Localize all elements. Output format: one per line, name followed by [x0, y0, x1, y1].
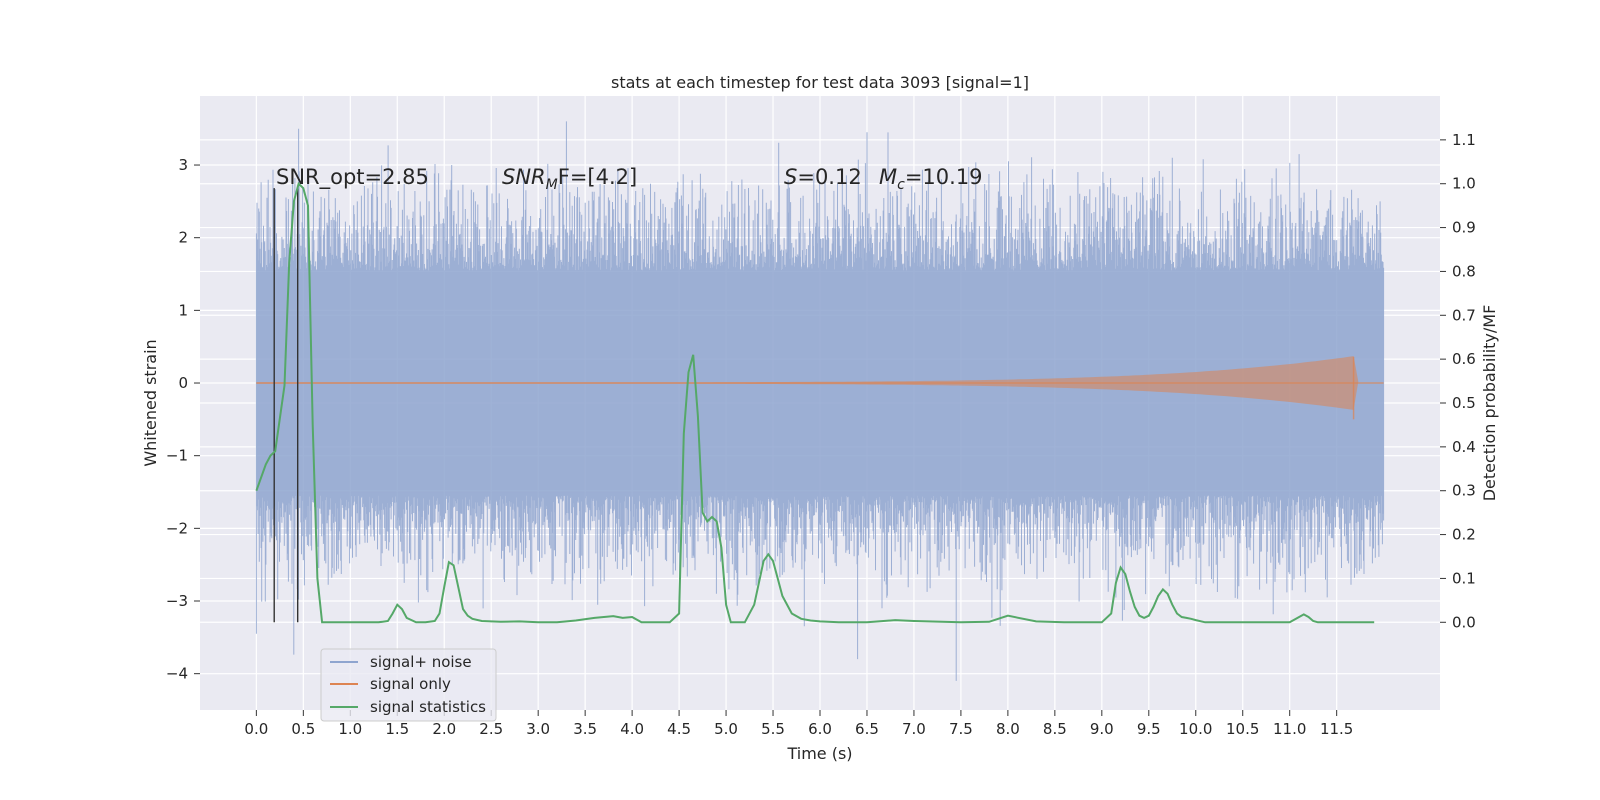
y2-tick-label: 0.7: [1452, 306, 1476, 324]
y-tick-label: −4: [166, 665, 188, 683]
s-value: =0.12: [797, 165, 861, 189]
x-tick-label: 6.5: [855, 720, 879, 738]
y2-tick-label: 0.3: [1452, 482, 1476, 500]
legend-box: [320, 648, 497, 722]
y-tick-label: −1: [166, 447, 188, 465]
x-tick-label: 8.0: [996, 720, 1020, 738]
y2-tick-label: 0.8: [1452, 262, 1476, 280]
y-axis-label: Whitened strain: [141, 339, 160, 466]
x-tick-label: 4.0: [620, 720, 644, 738]
y2-tick-label: 0.6: [1452, 350, 1476, 368]
x-tick-label: 6.0: [808, 720, 832, 738]
x-tick-label: 8.5: [1043, 720, 1067, 738]
x-tick-label: 7.0: [902, 720, 926, 738]
x-tick-label: 0.5: [291, 720, 315, 738]
legend-label-signal-noise: signal+ noise: [370, 653, 472, 671]
snr-mf-sub: M: [546, 177, 558, 193]
y2-tick-label: 1.0: [1452, 175, 1476, 193]
legend-label-signal-only: signal only: [370, 675, 451, 693]
y2-tick-label: 0.2: [1452, 526, 1476, 544]
y2-tick-label: 0.5: [1452, 394, 1476, 412]
y2-axis-label: Detection probability/MF: [1480, 305, 1499, 502]
x-tick-label: 11.0: [1273, 720, 1306, 738]
snr-mf-annotation: SNRMF=[4.2]: [502, 165, 637, 193]
y2-tick-label: 0.1: [1452, 569, 1476, 587]
legend-label-signal-statistics: signal statistics: [370, 698, 486, 716]
x-axis-label: Time (s): [786, 744, 852, 763]
y-tick-label: 1: [178, 301, 188, 319]
y-tick-label: 3: [178, 156, 188, 174]
x-tick-label: 3.0: [526, 720, 550, 738]
snr-opt-annotation: SNR_opt=2.85: [276, 165, 429, 190]
y-tick-label: −3: [166, 592, 188, 610]
x-tick-labels: 0.0 0.5 1.0 1.5 2.0 2.5 3.0 3.5 4.0 4.5 5.0 5.5 6.0 6…: [244, 720, 1353, 738]
mc-annotation: Mc=10.19: [879, 165, 983, 193]
x-tick-label: 5.0: [714, 720, 738, 738]
x-tick-label: 2.5: [479, 720, 503, 738]
x-tick-label: 11.5: [1320, 720, 1353, 738]
x-tick-label: 10.0: [1179, 720, 1212, 738]
x-tick-label: 9.5: [1137, 720, 1161, 738]
y-tick-label: 2: [178, 229, 188, 247]
plot-series: [255, 121, 1385, 681]
x-tick-label: 7.5: [949, 720, 973, 738]
chart-title: stats at each timestep for test data 309…: [611, 73, 1029, 92]
x-tick-label: 1.5: [385, 720, 409, 738]
mc-main: M: [879, 165, 897, 189]
x-tick-label: 4.5: [667, 720, 691, 738]
y-tick-label: −2: [166, 519, 188, 537]
s-italic: S: [784, 165, 797, 189]
y-tick-label: 0: [178, 374, 188, 392]
legend: signal+ noise signal only signal statist…: [320, 648, 497, 722]
x-tick-label: 2.0: [432, 720, 456, 738]
y2-tick-label: 0.9: [1452, 219, 1476, 237]
mc-sub: c: [897, 177, 905, 193]
x-tick-label: 9.0: [1090, 720, 1114, 738]
snr-mf-main: SNR: [502, 165, 546, 189]
mc-value: =10.19: [905, 165, 983, 189]
y2-tick-label: 0.4: [1452, 438, 1476, 456]
signal-statistics-line: [255, 181, 1375, 624]
y2-tick-labels: 1.1 1.0 0.9 0.8 0.7 0.6 0.5 0.4 0.3 0.2 0.1 0.0: [1452, 131, 1476, 631]
x-tick-label: 10.5: [1226, 720, 1259, 738]
x-tick-label: 3.5: [573, 720, 597, 738]
snr-mf-rest: F=[4.2]: [558, 165, 637, 189]
x-tick-label: 0.0: [244, 720, 268, 738]
s-annotation: S=0.12: [784, 165, 862, 189]
y2-tick-label: 0.0: [1452, 613, 1476, 631]
x-tick-label: 1.0: [338, 720, 362, 738]
y2-tick-label: 1.1: [1452, 131, 1476, 149]
y-tick-labels: 3 2 1 0 −1 −2 −3 −4: [166, 156, 188, 683]
x-tick-label: 5.5: [761, 720, 785, 738]
